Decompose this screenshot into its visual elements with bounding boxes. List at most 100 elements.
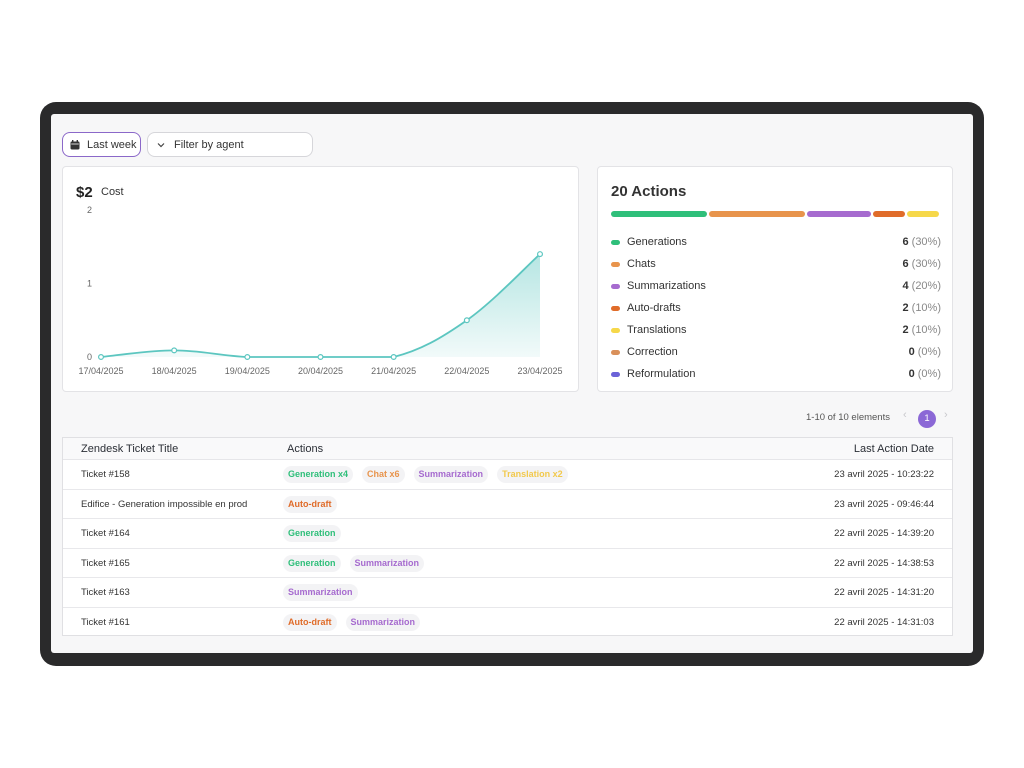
- tickets-table: Zendesk Ticket Title Actions Last Action…: [62, 437, 953, 636]
- x-tick-label: 20/04/2025: [298, 366, 343, 376]
- x-tick-label: 19/04/2025: [225, 366, 270, 376]
- action-tag: Summarization: [349, 554, 425, 572]
- action-tag: Summarization: [345, 613, 421, 631]
- ticket-title[interactable]: Ticket #165: [81, 557, 130, 569]
- ticket-title[interactable]: Ticket #163: [81, 587, 130, 598]
- table-row[interactable]: Ticket #158 Generation x4 Chat x6 Summariza…: [63, 460, 952, 490]
- action-tag: Generation x4: [283, 466, 354, 483]
- legend-label: Summarizations: [627, 280, 706, 292]
- legend-swatch: [611, 261, 620, 267]
- column-header-actions[interactable]: Actions: [287, 443, 324, 455]
- legend-percent: (30%): [911, 258, 941, 270]
- legend-percent: (30%): [911, 236, 941, 248]
- y-tick-label: 0: [87, 352, 92, 362]
- legend-percent: (20%): [911, 280, 941, 292]
- ticket-actions: Generation x4 Chat x6 Summarization Transla…: [283, 466, 568, 483]
- legend-count: 6: [902, 258, 909, 270]
- cost-value: $2: [76, 184, 93, 201]
- x-tick-label: 21/04/2025: [371, 366, 416, 376]
- ticket-title[interactable]: Ticket #161: [81, 616, 130, 628]
- action-tag: Auto-draft: [283, 613, 337, 631]
- last-action-date: 22 avril 2025 - 14:38:53: [834, 557, 934, 569]
- data-point-17-04-2025: [97, 354, 104, 361]
- last-action-date: 22 avril 2025 - 14:39:20: [834, 528, 934, 539]
- actions-total-title: 20 Actions: [611, 183, 687, 200]
- legend-item-reformulation: Reformulation 0 (0%): [611, 363, 941, 385]
- column-header-date[interactable]: Last Action Date: [853, 443, 934, 455]
- pagination-info: 1-10 of 10 elements: [806, 412, 890, 423]
- table-row[interactable]: Ticket #161 Auto-draft Summarization 22 avr…: [63, 608, 952, 638]
- action-tag: Generation: [283, 525, 341, 542]
- dashboard-screen: Last week Filter by agent 17/04/2025 18/0…: [51, 114, 973, 653]
- legend-item-auto-drafts: Auto-drafts 2 (10%): [611, 297, 941, 319]
- distribution-segment-chats: [709, 211, 805, 217]
- x-tick-label: 23/04/2025: [517, 366, 562, 376]
- ticket-actions: Summarization: [283, 584, 358, 601]
- table-body: Ticket #158 Generation x4 Chat x6 Summariza…: [63, 460, 952, 637]
- legend-swatch: [611, 327, 620, 333]
- data-point-21-04-2025: [390, 354, 397, 361]
- data-point-19-04-2025: [244, 354, 251, 361]
- action-tag: Translation x2: [497, 466, 568, 483]
- distribution-segment-auto-drafts: [873, 211, 905, 217]
- legend-label: Translations: [627, 324, 687, 336]
- legend-label: Correction: [627, 346, 678, 358]
- table-row[interactable]: Ticket #164 Generation 22 avril 2025 - 14:…: [63, 519, 952, 549]
- data-point-20-04-2025: [317, 354, 324, 361]
- legend-item-generations: Generations 6 (30%): [611, 231, 941, 253]
- legend-swatch: [611, 283, 620, 289]
- legend-item-chats: Chats 6 (30%): [611, 253, 941, 275]
- pagination-page-1[interactable]: 1: [918, 410, 936, 428]
- action-tag: Summarization: [283, 584, 358, 601]
- distribution-segment-translations: [907, 211, 939, 217]
- legend-count: 4: [902, 280, 909, 292]
- actions-legend: Generations 6 (30%) Chats 6 (30%) Summarizatio…: [611, 231, 941, 385]
- legend-item-summarizations: Summarizations 4 (20%): [611, 275, 941, 297]
- legend-label: Auto-drafts: [627, 302, 681, 314]
- action-tag: Auto-draft: [283, 495, 337, 513]
- legend-swatch: [611, 305, 620, 311]
- legend-item-translations: Translations 2 (10%): [611, 319, 941, 341]
- actions-distribution-bar: [611, 211, 939, 217]
- ticket-actions: Generation Summarization: [283, 554, 425, 572]
- pagination-next-button[interactable]: ›: [944, 409, 948, 421]
- ticket-title[interactable]: Ticket #164: [81, 528, 130, 539]
- ticket-actions: Auto-draft Summarization: [283, 613, 421, 631]
- cost-card: 17/04/2025 18/04/2025 19/04/2025 20/04/2025…: [62, 166, 579, 392]
- date-range-label: Last week: [87, 138, 137, 151]
- data-point-23-04-2025: [537, 251, 544, 258]
- legend-label: Generations: [627, 236, 687, 248]
- actions-card: 20 Actions Generations 6 (30%) Chats 6 (30%) S…: [597, 166, 953, 392]
- x-tick-label: 22/04/2025: [444, 366, 489, 376]
- ticket-actions: Auto-draft: [283, 495, 337, 513]
- agent-filter-select[interactable]: Filter by agent: [147, 132, 313, 157]
- chevron-down-icon: [157, 142, 165, 147]
- x-tick-label: 18/04/2025: [152, 366, 197, 376]
- table-row[interactable]: Edifice - Generation impossible en prod A…: [63, 490, 952, 519]
- data-point-18-04-2025: [171, 347, 178, 354]
- legend-label: Chats: [627, 258, 656, 270]
- ticket-title[interactable]: Ticket #158: [81, 469, 130, 480]
- last-action-date: 23 avril 2025 - 09:46:44: [834, 498, 934, 510]
- legend-count: 0: [908, 346, 915, 358]
- legend-count: 6: [902, 236, 909, 248]
- legend-percent: (0%): [917, 368, 941, 380]
- legend-item-correction: Correction 0 (0%): [611, 341, 941, 363]
- cost-chart: 17/04/2025 18/04/2025 19/04/2025 20/04/2025…: [78, 205, 562, 376]
- column-header-title[interactable]: Zendesk Ticket Title: [81, 443, 179, 455]
- calendar-icon: [70, 139, 80, 149]
- ticket-title[interactable]: Edifice - Generation impossible en prod: [81, 498, 248, 510]
- legend-swatch: [611, 239, 620, 245]
- legend-percent: (10%): [911, 302, 941, 314]
- date-range-button[interactable]: Last week: [62, 132, 141, 157]
- table-row[interactable]: Ticket #165 Generation Summarization 22 avr…: [63, 549, 952, 578]
- last-action-date: 22 avril 2025 - 14:31:20: [834, 587, 934, 598]
- table-header: Zendesk Ticket Title Actions Last Action…: [63, 438, 952, 460]
- ticket-actions: Generation: [283, 525, 341, 542]
- legend-percent: (0%): [917, 346, 941, 358]
- table-row[interactable]: Ticket #163 Summarization 22 avril 2025 - …: [63, 578, 952, 608]
- legend-swatch: [611, 349, 620, 355]
- legend-count: 2: [902, 302, 909, 314]
- pagination-prev-button[interactable]: ‹: [903, 409, 907, 421]
- distribution-segment-summarizations: [807, 211, 871, 217]
